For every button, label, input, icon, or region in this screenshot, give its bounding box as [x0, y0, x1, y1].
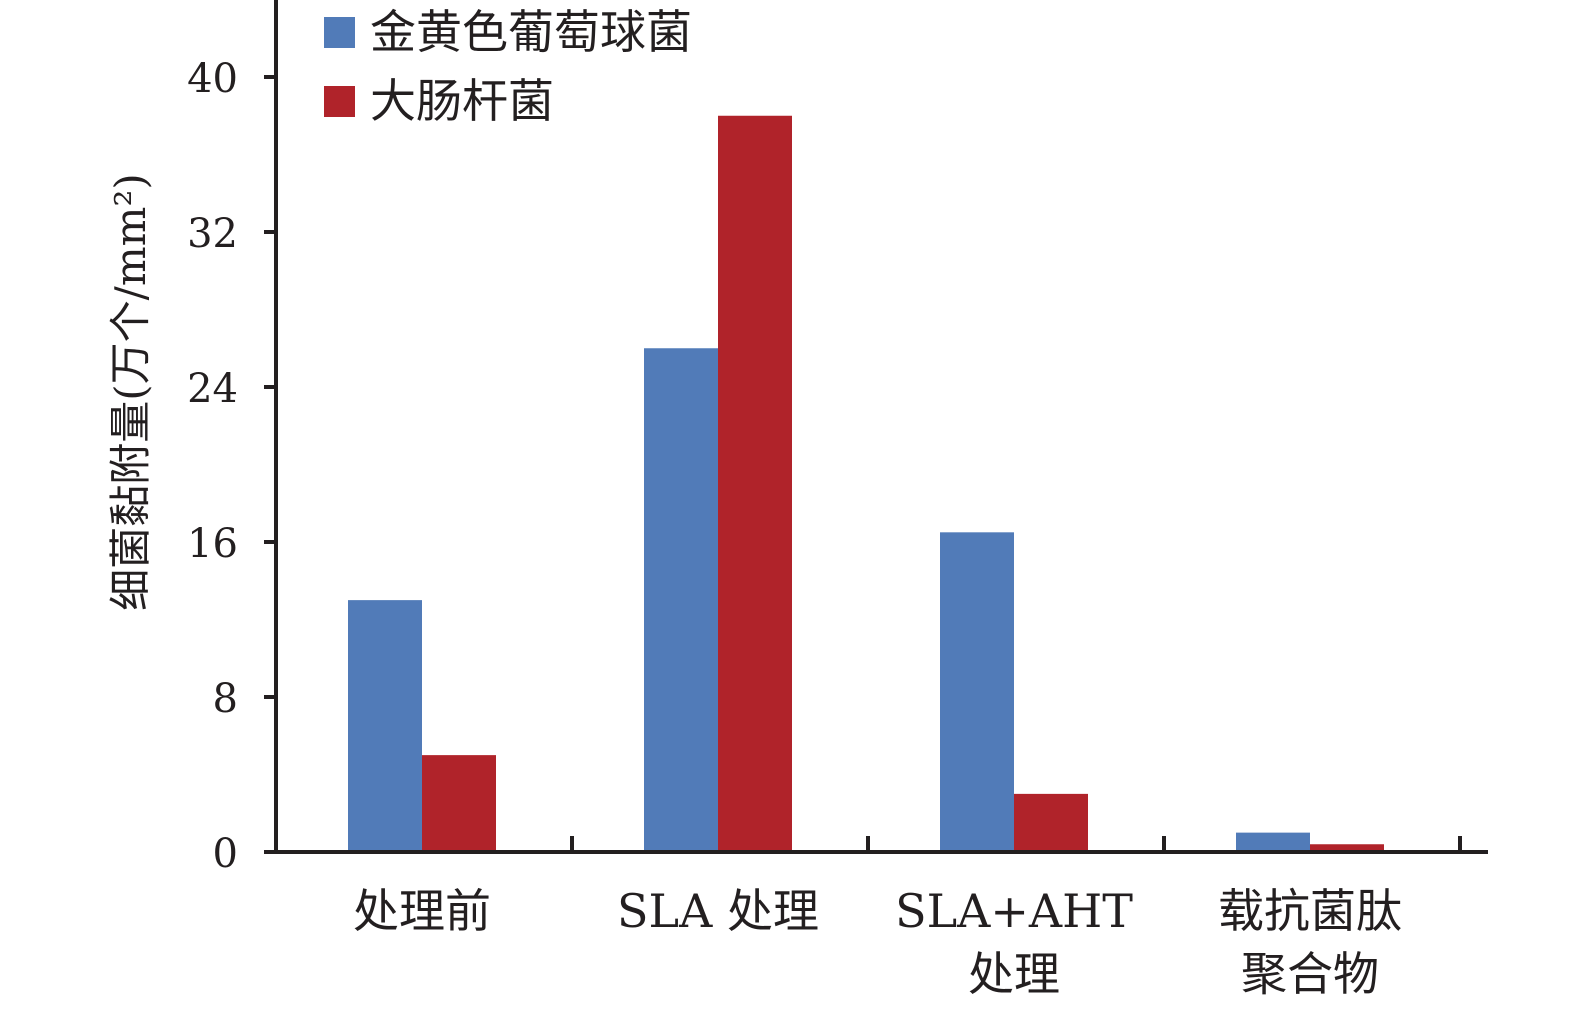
bar-staph-3: [1236, 832, 1310, 852]
x-category-label: 处理前: [353, 884, 491, 938]
y-tick-label: 0: [213, 831, 238, 877]
x-category-label: SLA+AHT: [895, 884, 1133, 938]
y-tick-label: 8: [213, 676, 238, 722]
y-tick-label: 24: [187, 366, 238, 412]
y-tick-label: 32: [187, 211, 238, 257]
x-category-label: 聚合物: [1241, 947, 1379, 1001]
x-category-label: 载抗菌肽: [1218, 884, 1402, 938]
x-category-label: SLA 处理: [617, 884, 819, 938]
legend-label: 大肠杆菌: [370, 74, 554, 128]
legend-swatch: [324, 86, 355, 117]
bar-ecoli-2: [1014, 793, 1088, 852]
bar-staph-0: [348, 600, 422, 852]
y-tick-label: 40: [187, 56, 238, 102]
legend-label: 金黄色葡萄球菌: [370, 5, 692, 59]
bar-ecoli-0: [422, 755, 496, 852]
legend-swatch: [324, 17, 355, 48]
bar-staph-2: [940, 532, 1014, 852]
bar-staph-1: [644, 348, 718, 852]
y-tick-label: 16: [187, 521, 238, 567]
x-category-label: 处理: [968, 947, 1060, 1001]
y-axis-label: 细菌黏附量(万个/mm²): [106, 173, 155, 610]
bar-ecoli-1: [718, 115, 792, 852]
bar-ecoli-3: [1310, 844, 1384, 852]
